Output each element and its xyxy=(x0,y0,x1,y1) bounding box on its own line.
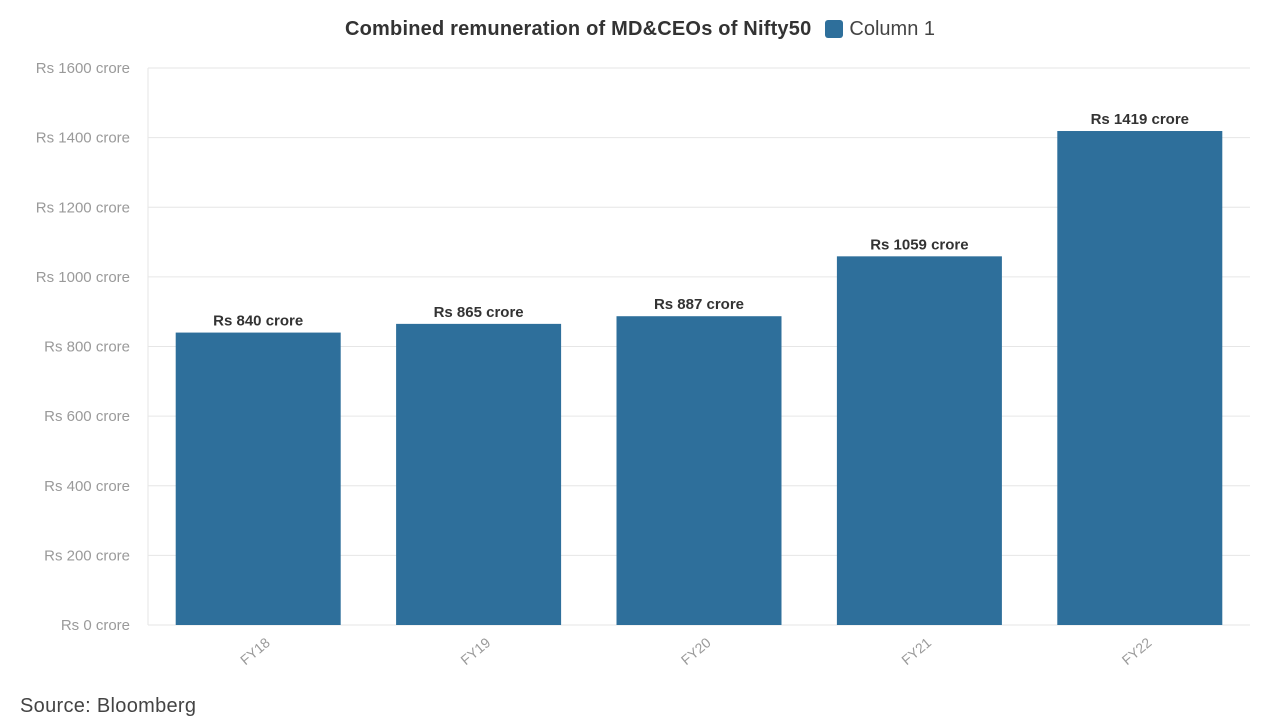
y-tick-label: Rs 600 crore xyxy=(44,408,130,425)
y-tick-label: Rs 800 crore xyxy=(44,339,130,356)
chart-title: Combined remuneration of MD&CEOs of Nift… xyxy=(344,17,812,40)
chart-header: Combined remuneration of MD&CEOs of Nift… xyxy=(0,14,1280,44)
y-tick-label: Rs 400 crore xyxy=(44,478,130,495)
data-label: Rs 1059 crore xyxy=(870,236,968,253)
y-tick-label: Rs 0 crore xyxy=(61,617,130,634)
y-tick-label: Rs 1600 crore xyxy=(36,60,130,77)
y-tick-label: Rs 1400 crore xyxy=(36,130,130,147)
bar xyxy=(175,332,341,625)
y-tick-label: Rs 1200 crore xyxy=(36,199,130,216)
y-tick-label: Rs 200 crore xyxy=(44,547,130,564)
legend: Column 1 xyxy=(825,18,935,41)
bar xyxy=(616,316,782,625)
data-label: Rs 887 crore xyxy=(654,296,744,313)
legend-label: Column 1 xyxy=(849,17,936,40)
data-label: Rs 865 crore xyxy=(434,304,524,321)
y-tick-label: Rs 1000 crore xyxy=(36,269,130,286)
source-note: Source: Bloomberg xyxy=(20,695,197,717)
legend-swatch xyxy=(825,20,844,38)
x-tick-label: FY19 xyxy=(457,634,493,668)
data-label: Rs 1419 crore xyxy=(1091,111,1189,128)
x-tick-label: FY22 xyxy=(1119,634,1155,668)
bar xyxy=(1057,131,1223,625)
bar xyxy=(396,323,562,625)
x-tick-label: FY18 xyxy=(237,634,273,668)
x-tick-label: FY21 xyxy=(898,634,934,668)
bar xyxy=(836,256,1002,625)
x-tick-label: FY20 xyxy=(678,634,714,668)
data-label: Rs 840 crore xyxy=(213,313,303,330)
